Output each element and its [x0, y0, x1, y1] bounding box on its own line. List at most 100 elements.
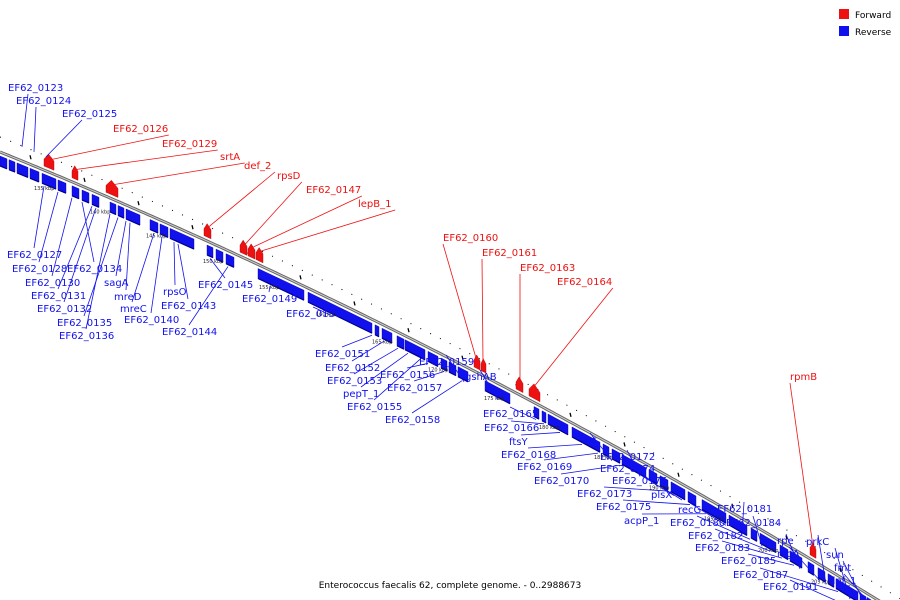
reverse-gene-label: EF62_0170: [534, 476, 589, 487]
reverse-gene-label: EF62_0123: [8, 83, 63, 94]
forward-gene-label: EF62_0129: [162, 139, 217, 150]
reverse-leader-line: [38, 191, 59, 263]
kbp-label: 135 kbp: [34, 186, 54, 192]
reverse-gene-label: plsX: [651, 490, 672, 501]
kbp-label: 145 kbp: [146, 234, 166, 240]
reverse-leader-line: [560, 464, 621, 475]
tick-mark: [785, 535, 788, 540]
reverse-gene-label: EF62_0158: [385, 415, 440, 426]
reverse-leader-line: [842, 560, 864, 600]
reverse-leader-line: [312, 306, 331, 316]
reverse-gene-edge: [457, 376, 469, 383]
reverse-leader-line: [83, 217, 119, 317]
reverse-gene-edge: [149, 228, 159, 234]
reverse-leader-line: [63, 207, 97, 303]
reverse-gene-label: EF62_0135: [57, 318, 112, 329]
reverse-gene-label: EF62_0180: [670, 518, 725, 529]
reverse-leader-line: [638, 473, 675, 496]
forward-leader-line: [51, 134, 169, 160]
tick-mark: [839, 567, 842, 573]
kbp-label: 200 kbp: [758, 548, 778, 554]
kbp-label: 170 kbp: [428, 367, 448, 373]
forward-leader-line: [789, 382, 814, 547]
reverse-leader-line: [177, 243, 189, 300]
reverse-leader-line: [603, 486, 667, 492]
reverse-gene-label: EF62_0184: [726, 518, 781, 529]
tick-mark: [461, 355, 464, 360]
forward-leader-line: [111, 162, 245, 186]
reverse-gene-label: fmt: [834, 563, 851, 574]
forward-gene: [255, 247, 264, 264]
reverse-leader-line: [125, 222, 131, 291]
reverse-gene-label: def_1: [829, 576, 856, 587]
reverse-gene: [374, 324, 380, 338]
reverse-gene-edge: [728, 524, 748, 537]
reverse-gene-label: EF62_0165: [483, 409, 538, 420]
forward-gene-label: EF62_0163: [520, 263, 575, 274]
reverse-gene-label: EF62_0175: [596, 502, 651, 513]
tick-mark: [83, 177, 86, 183]
reverse-gene-edge: [750, 537, 758, 542]
reverse-gene-edge: [381, 337, 393, 344]
reverse-gene-edge: [427, 360, 439, 367]
reverse-gene-edge: [611, 458, 621, 464]
tick-mark: [353, 301, 356, 306]
forward-gene-label: def_2: [244, 161, 271, 172]
reverse-gene: [149, 219, 159, 234]
forward-leader-line: [251, 195, 362, 249]
reverse-leader-line: [445, 354, 465, 382]
reverse-leader-line: [662, 487, 683, 501]
reverse-leader-line: [759, 567, 839, 593]
reverse-gene-label: EF62_0191: [763, 582, 818, 593]
forward-leader-line: [481, 258, 484, 362]
reverse-gene-edge: [440, 367, 448, 372]
reverse-gene-label: EF62_0131: [31, 291, 86, 302]
tick-mark: [299, 275, 302, 280]
reverse-gene-edge: [547, 423, 569, 436]
reverse-gene-edge: [41, 182, 57, 190]
reverse-gene: [750, 527, 758, 542]
reverse-leader-line: [406, 362, 429, 369]
forward-leader-line: [442, 243, 477, 359]
reverse-gene-edge: [206, 254, 214, 259]
reverse-gene-label: ftsY: [509, 437, 528, 448]
reverse-gene-edge: [448, 371, 457, 377]
reverse-gene-edge: [484, 390, 511, 405]
reverse-gene: [109, 201, 117, 215]
forward-gene: [71, 165, 79, 181]
reverse-leader-line: [589, 432, 613, 462]
reverse-gene-label: EF62_0169: [517, 462, 572, 473]
reverse-gene-edge: [257, 277, 305, 301]
reverse-leader-line: [188, 266, 229, 326]
forward-gene-label: EF62_0160: [443, 233, 498, 244]
reverse-leader-line: [115, 220, 127, 277]
reverse-leader-line: [788, 546, 821, 582]
reverse-gene-edge: [817, 577, 826, 583]
forward-strand-guide: [0, 136, 900, 600]
reverse-leader-line: [131, 233, 155, 303]
reverse-gene-label: EF62_0140: [124, 315, 179, 326]
reverse-leader-line: [85, 213, 111, 330]
legend-forward-swatch: [839, 9, 849, 19]
tick-mark: [569, 412, 572, 417]
reverse-gene-label: EF62_0166: [484, 423, 539, 434]
reverse-gene-label: EF62_0173: [577, 489, 632, 500]
reverse-gene-edge: [687, 500, 697, 507]
tick-mark: [677, 472, 680, 477]
forward-gene: [247, 243, 256, 260]
reverse-gene-label: rnc: [581, 435, 597, 446]
reverse-gene-edge: [159, 233, 169, 238]
reverse-gene-edge: [533, 415, 540, 420]
reverse-gene-label: acpP_1: [624, 516, 659, 527]
genome-backbone-highlight: [0, 151, 879, 600]
forward-leader-line: [75, 149, 218, 170]
reverse-gene-label: EF62_0132: [37, 304, 92, 315]
reverse-gene-label: EF62_0150: [286, 309, 341, 320]
reverse-gene-edge: [827, 583, 835, 588]
reverse-gene-label: EF62_0152: [325, 363, 380, 374]
forward-gene: [473, 354, 481, 371]
reverse-gene: [169, 228, 195, 250]
forward-gene-label: EF62_0161: [482, 248, 537, 259]
reverse-gene-label: EF62_0187: [733, 570, 788, 581]
